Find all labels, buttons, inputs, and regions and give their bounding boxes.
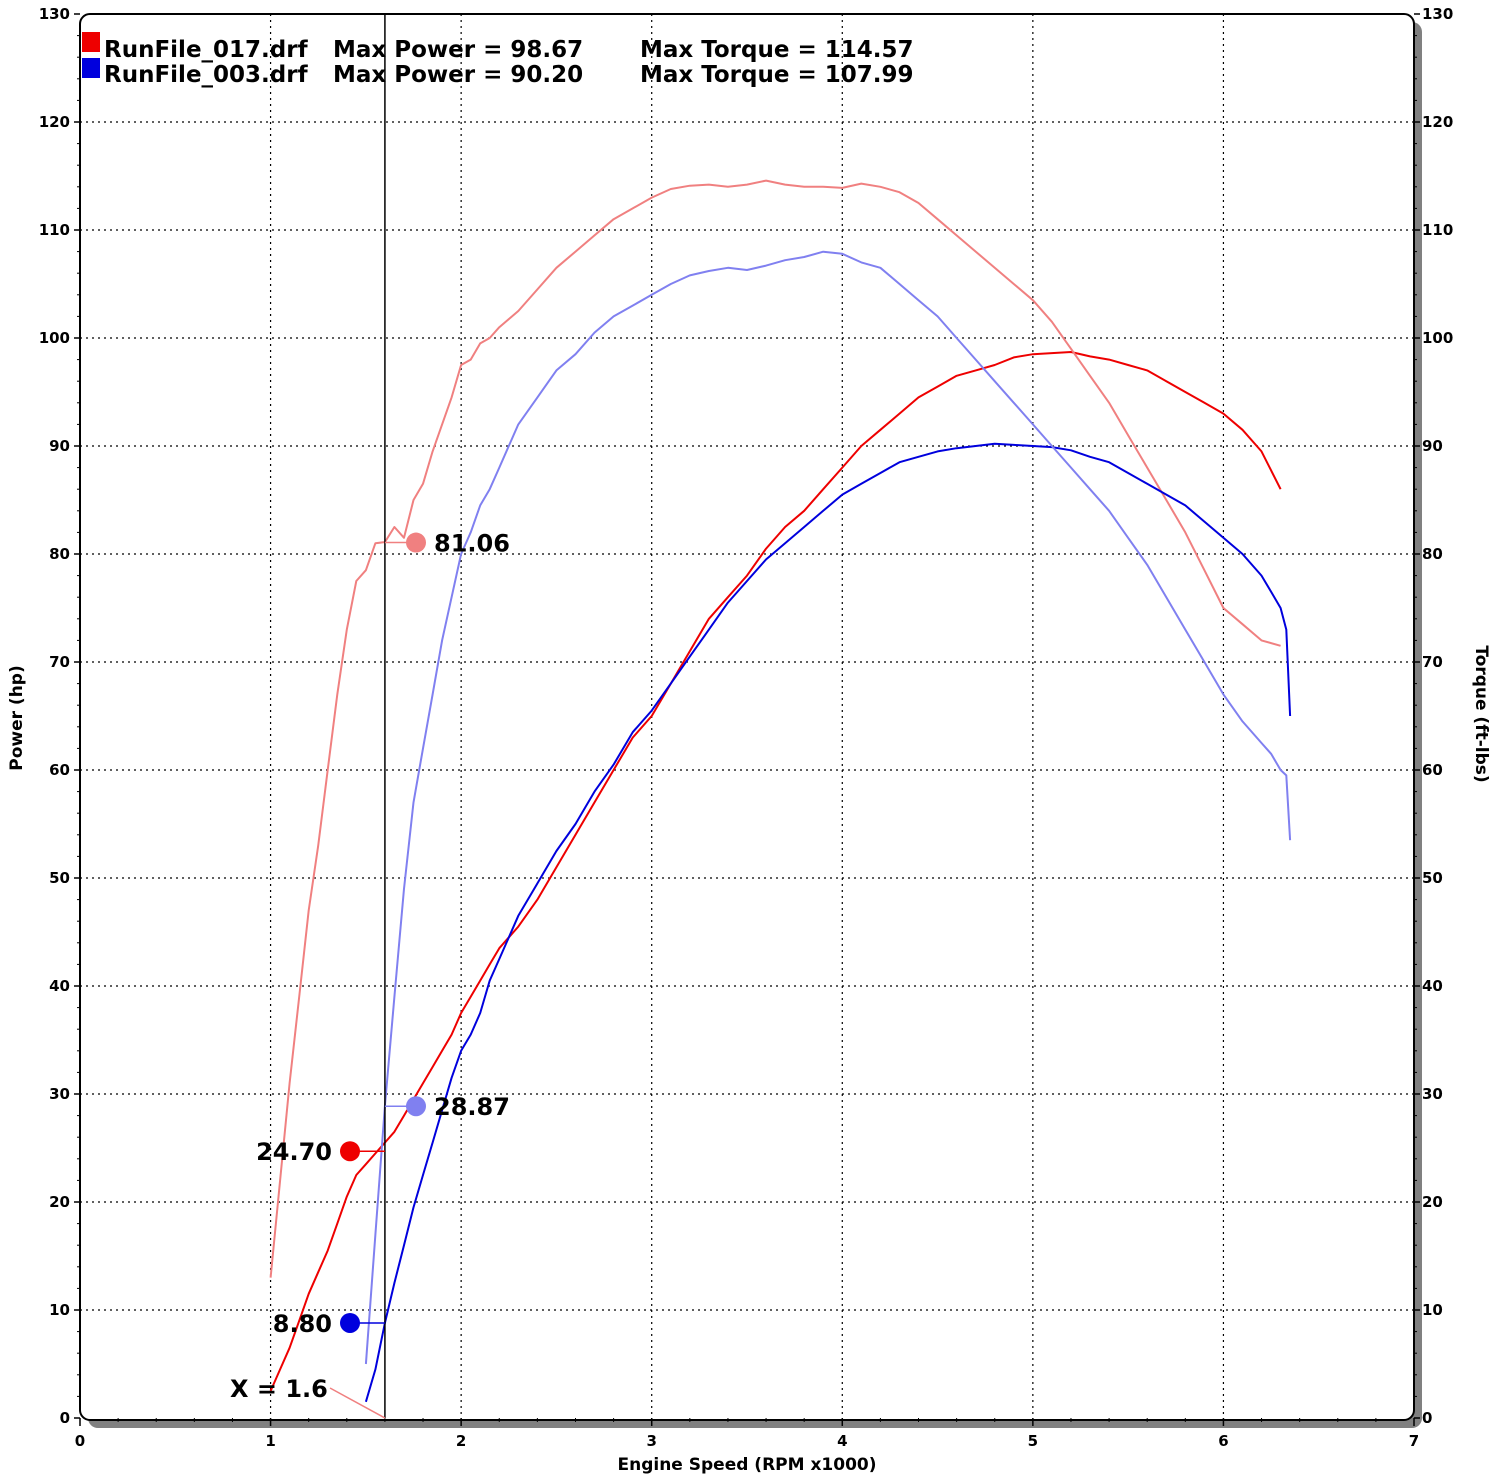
y2-tick-label-20: 20 bbox=[1422, 1193, 1443, 1211]
y2-tick-label-60: 60 bbox=[1422, 761, 1443, 779]
y-axis-title: Power (hp) bbox=[7, 665, 27, 771]
y2-tick-label-100: 100 bbox=[1422, 329, 1453, 347]
plot-area bbox=[79, 13, 1415, 1421]
y2-tick-label-30: 30 bbox=[1422, 1085, 1443, 1103]
grid-lines bbox=[80, 14, 1414, 1418]
readout-label-3: 8.80 bbox=[273, 1310, 332, 1338]
readout-label-0: 81.06 bbox=[434, 530, 510, 558]
series-line-3 bbox=[364, 250, 1292, 1365]
left-axis-labels: 0 10 20 30 40 50 60 70 80 90 100 110 120 130 bbox=[39, 5, 70, 1427]
legend-torque-0: Max Torque = 114.57 bbox=[640, 37, 914, 63]
legend-torque-1: Max Torque = 107.99 bbox=[640, 62, 914, 88]
y-tick-label-100: 100 bbox=[39, 329, 70, 347]
y-tick-label-10: 10 bbox=[49, 1301, 70, 1319]
y2-tick-label-120: 120 bbox=[1422, 113, 1453, 131]
series-layer bbox=[269, 179, 1292, 1403]
y2-tick-label-80: 80 bbox=[1422, 545, 1443, 563]
y-tick-label-90: 90 bbox=[49, 437, 70, 455]
x-tick-label-5: 5 bbox=[1028, 1432, 1038, 1450]
y-tick-label-40: 40 bbox=[49, 977, 70, 995]
series-line-1 bbox=[269, 179, 1281, 1278]
readout-label-1: 28.87 bbox=[434, 1093, 510, 1121]
readout-label-2: 24.70 bbox=[256, 1138, 332, 1166]
readout-dot-0 bbox=[406, 532, 426, 553]
legend-swatch-1 bbox=[82, 58, 100, 78]
x-tick-label-0: 0 bbox=[75, 1432, 85, 1450]
x-tick-label-7: 7 bbox=[1409, 1432, 1419, 1450]
y2-tick-label-90: 90 bbox=[1422, 437, 1443, 455]
y2-tick-label-130: 130 bbox=[1422, 5, 1453, 23]
y2-axis-title: Torque (ft-lbs) bbox=[1471, 645, 1491, 782]
x-tick-label-2: 2 bbox=[456, 1432, 466, 1450]
readout-dot-1 bbox=[406, 1096, 426, 1117]
y-tick-label-20: 20 bbox=[49, 1193, 70, 1211]
x-tick-label-4: 4 bbox=[837, 1432, 847, 1450]
y-tick-label-70: 70 bbox=[49, 653, 70, 671]
legend-entry-1: RunFile_003.drf Max Power = 90.20 Max To… bbox=[82, 58, 914, 88]
x-tick-label-6: 6 bbox=[1218, 1432, 1228, 1450]
y2-tick-label-10: 10 bbox=[1422, 1301, 1443, 1319]
legend-file-1: RunFile_003.drf bbox=[104, 62, 309, 88]
series-line-2 bbox=[364, 442, 1292, 1403]
y-tick-label-30: 30 bbox=[49, 1085, 70, 1103]
x-tick-label-3: 3 bbox=[646, 1432, 656, 1450]
y-tick-label-0: 0 bbox=[60, 1409, 70, 1427]
legend-power-1: Max Power = 90.20 bbox=[333, 62, 583, 88]
y-tick-label-60: 60 bbox=[49, 761, 70, 779]
cursor[interactable]: X = 1.6 81.06 28.87 24.70 8.80 bbox=[230, 14, 510, 1419]
legend-power-0: Max Power = 98.67 bbox=[333, 37, 583, 63]
y-tick-label-120: 120 bbox=[39, 113, 70, 131]
legend-entry-0: RunFile_017.drf Max Power = 98.67 Max To… bbox=[82, 32, 914, 63]
right-axis-labels: 0 10 20 30 40 50 60 70 80 90 100 110 120 130 bbox=[1422, 5, 1453, 1427]
y2-tick-label-40: 40 bbox=[1422, 977, 1443, 995]
x-axis-title: Engine Speed (RPM x1000) bbox=[617, 1455, 876, 1475]
readout-dot-3 bbox=[340, 1312, 360, 1333]
axis-ticks bbox=[74, 13, 1420, 1426]
cursor-x-leader bbox=[329, 1387, 386, 1419]
y-tick-label-80: 80 bbox=[49, 545, 70, 563]
y2-tick-label-50: 50 bbox=[1422, 869, 1443, 887]
y2-tick-label-0: 0 bbox=[1422, 1409, 1432, 1427]
y-tick-label-130: 130 bbox=[39, 5, 70, 23]
x-tick-label-1: 1 bbox=[265, 1432, 275, 1450]
y2-tick-label-110: 110 bbox=[1422, 221, 1453, 239]
x-axis-labels: 0 1 2 3 4 5 6 7 bbox=[75, 1432, 1419, 1450]
readout-dot-2 bbox=[340, 1141, 360, 1162]
y2-tick-label-70: 70 bbox=[1422, 653, 1443, 671]
legend-file-0: RunFile_017.drf bbox=[104, 37, 309, 63]
y-tick-label-110: 110 bbox=[39, 221, 70, 239]
y-tick-label-50: 50 bbox=[49, 869, 70, 887]
legend: RunFile_017.drf Max Power = 98.67 Max To… bbox=[82, 32, 914, 88]
legend-swatch-0 bbox=[82, 32, 100, 52]
cursor-x-label: X = 1.6 bbox=[230, 1375, 328, 1403]
